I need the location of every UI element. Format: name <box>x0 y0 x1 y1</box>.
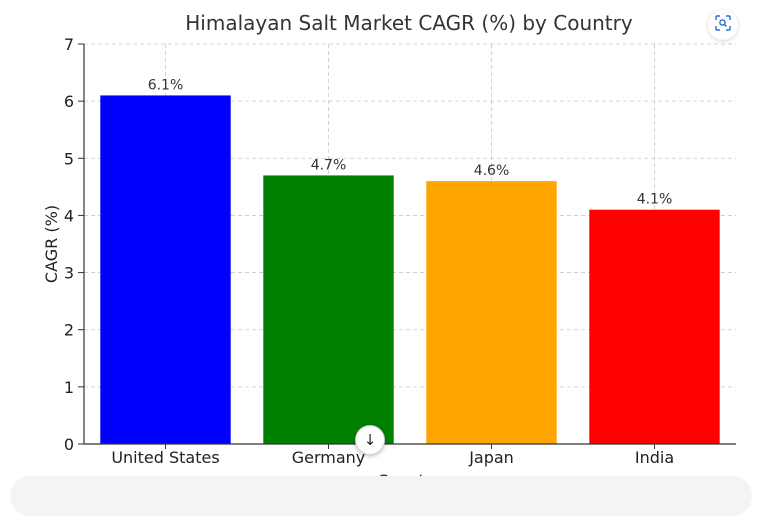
message-composer[interactable] <box>10 476 752 516</box>
bar-united-states <box>100 95 231 444</box>
bar-value-label: 4.7% <box>311 157 347 173</box>
bar-value-label: 6.1% <box>148 77 184 93</box>
y-tick-label: 0 <box>64 435 74 454</box>
image-search-icon <box>715 15 731 35</box>
y-tick-label: 1 <box>64 378 74 397</box>
y-tick-label: 7 <box>64 35 74 54</box>
bar-india <box>589 209 720 444</box>
bar-chart: Himalayan Salt Market CAGR (%) by Countr… <box>42 11 736 490</box>
bar-japan <box>426 181 557 444</box>
bar-germany <box>263 175 394 444</box>
bars <box>100 95 720 444</box>
chart-container: Himalayan Salt Market CAGR (%) by Countr… <box>42 11 736 490</box>
chart-title: Himalayan Salt Market CAGR (%) by Countr… <box>185 11 633 35</box>
image-search-button[interactable] <box>708 10 738 40</box>
arrow-down-icon: ↓ <box>363 431 377 449</box>
y-tick-label: 3 <box>64 264 74 283</box>
x-tick-label: Japan <box>468 448 514 467</box>
data-labels: 6.1% 4.7% 4.6% 4.1% <box>148 77 673 207</box>
y-axis-label: CAGR (%) <box>42 205 61 283</box>
bar-value-label: 4.1% <box>637 192 673 208</box>
bar-value-label: 4.6% <box>474 163 510 179</box>
x-tick-label: India <box>635 448 674 467</box>
y-tick-label: 2 <box>64 321 74 340</box>
y-tick-label: 5 <box>64 149 74 168</box>
axes: 0 1 2 3 4 5 6 7 United States Germany Japan India <box>64 35 736 467</box>
y-tick-label: 4 <box>64 206 74 225</box>
scroll-down-button[interactable]: ↓ <box>355 425 385 455</box>
x-tick-label: United States <box>111 448 219 467</box>
y-tick-label: 6 <box>64 92 74 111</box>
x-tick-label: Germany <box>292 448 366 467</box>
